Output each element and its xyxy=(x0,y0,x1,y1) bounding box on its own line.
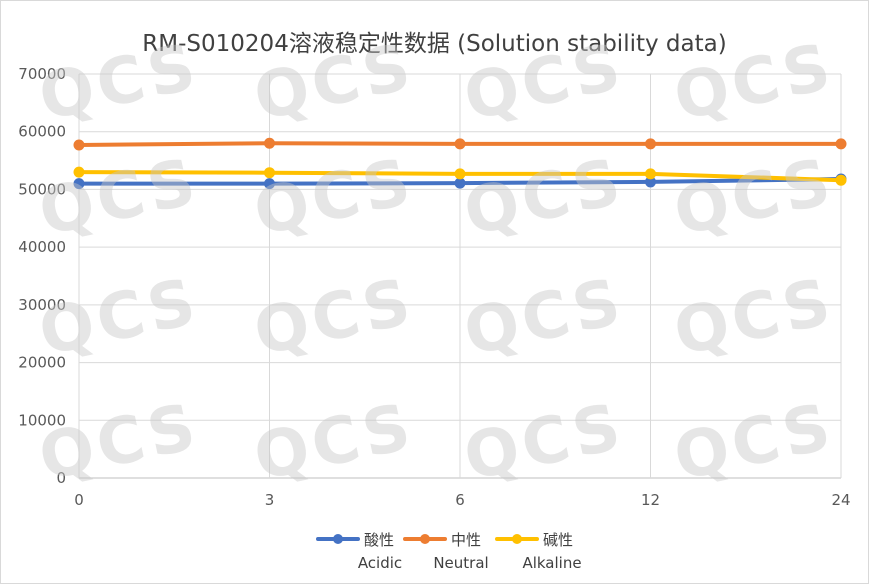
x-tick-label: 6 xyxy=(455,491,465,509)
data-point xyxy=(264,167,275,179)
y-tick-label: 30000 xyxy=(18,296,66,314)
watermark-text: QCS xyxy=(33,390,206,496)
watermark-text: QCS xyxy=(458,145,631,251)
legend-label-en: Acidic xyxy=(358,554,402,572)
watermark-text: QCS xyxy=(458,30,631,136)
legend-label-en: Alkaline xyxy=(522,554,581,572)
watermark-text: QCS xyxy=(248,145,421,251)
y-tick-label: 40000 xyxy=(18,238,66,256)
legend-label: 酸性 xyxy=(364,531,394,549)
watermark-text: QCS xyxy=(668,30,841,136)
y-tick-label: 70000 xyxy=(18,65,66,83)
watermark-text: QCS xyxy=(248,390,421,496)
x-tick-label: 12 xyxy=(641,491,660,509)
watermark-text: QCS xyxy=(33,145,206,251)
watermark-text: QCS xyxy=(248,30,421,136)
legend-item: 中性 xyxy=(403,531,481,549)
y-tick-label: 20000 xyxy=(18,354,66,372)
legend-item: 碱性 xyxy=(495,531,573,549)
legend-label-en: Neutral xyxy=(433,554,488,572)
data-point xyxy=(264,178,275,190)
watermark-text: QCS xyxy=(33,265,206,371)
data-point xyxy=(645,168,656,180)
y-tick-label: 60000 xyxy=(18,123,66,141)
watermark-text: QCS xyxy=(458,265,631,371)
x-tick-label: 3 xyxy=(265,491,275,509)
x-tick-label: 24 xyxy=(831,491,850,509)
data-point xyxy=(264,137,275,149)
data-point xyxy=(645,138,656,150)
chart-title: RM-S010204溶液稳定性数据 (Solution stability da… xyxy=(142,31,727,57)
y-tick-label: 0 xyxy=(56,469,66,487)
series-neutral xyxy=(73,137,847,151)
data-point xyxy=(454,138,466,150)
y-tick-label: 10000 xyxy=(18,411,66,429)
legend-item: 酸性 xyxy=(316,531,394,549)
data-point xyxy=(835,174,847,186)
data-point xyxy=(835,138,847,150)
y-tick-label: 50000 xyxy=(18,180,66,198)
watermark-text: QCS xyxy=(458,390,631,496)
watermark-text: QCS xyxy=(668,265,841,371)
legend-marker xyxy=(333,534,343,544)
data-point xyxy=(73,139,85,151)
watermark-text: QCS xyxy=(668,390,841,496)
legend-marker xyxy=(420,534,430,544)
watermark-text: QCS xyxy=(33,30,206,136)
watermark-text: QCS xyxy=(248,265,421,371)
watermark-text: QCS xyxy=(668,145,841,251)
data-point xyxy=(454,168,466,180)
data-point xyxy=(73,166,85,178)
legend-label: 中性 xyxy=(451,531,481,549)
legend-label: 碱性 xyxy=(543,531,573,549)
x-tick-label: 0 xyxy=(74,491,84,509)
series-alkaline xyxy=(73,166,847,186)
legend-marker xyxy=(512,534,522,544)
data-point xyxy=(73,178,85,190)
